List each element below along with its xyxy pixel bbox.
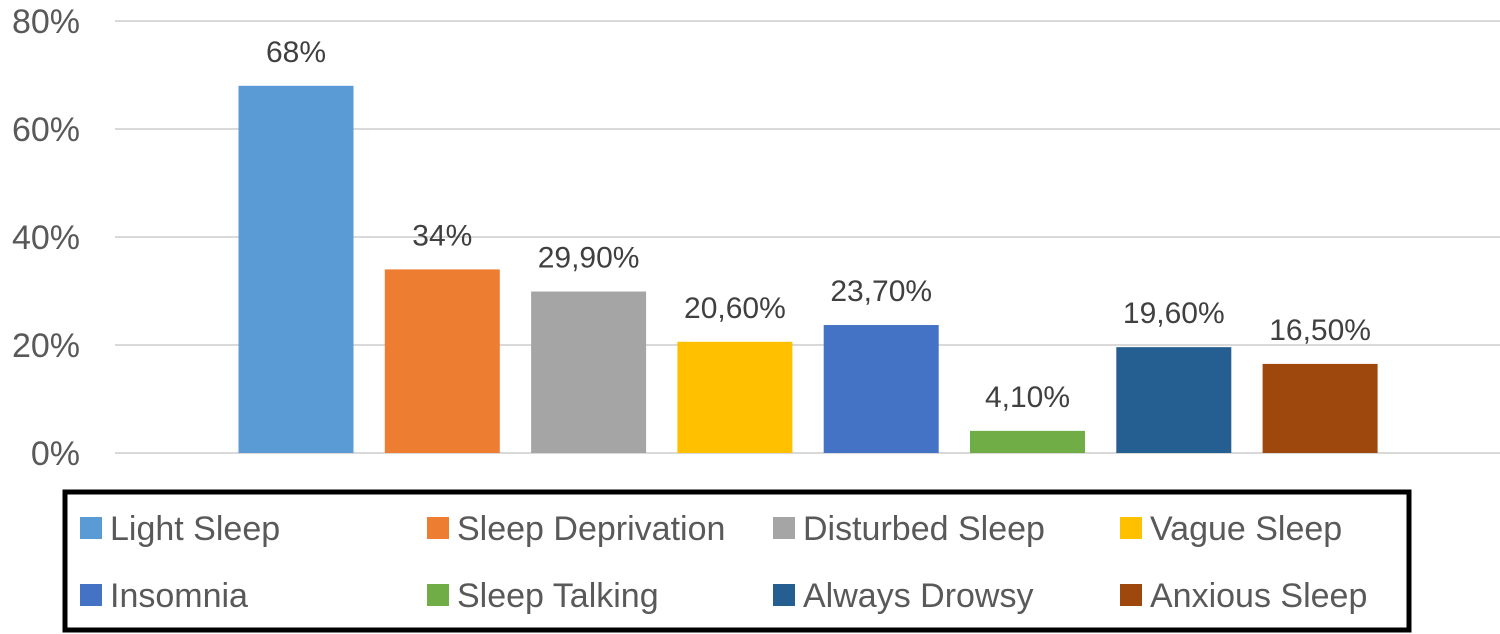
legend-label-vague-sleep: Vague Sleep	[1150, 510, 1342, 548]
legend-label-sleep-talking: Sleep Talking	[457, 577, 659, 615]
bar-sleep-deprivation	[384, 269, 500, 453]
y-axis-ticks: 0% 20% 40% 60% 80%	[12, 3, 80, 473]
legend-swatch-sleep-deprivation	[427, 517, 449, 539]
bar-disturbed-sleep	[531, 291, 647, 453]
data-label-anxious-sleep: 16,50%	[1269, 314, 1371, 347]
bar-sleep-talking	[970, 430, 1085, 453]
legend-swatch-light-sleep	[80, 517, 102, 539]
y-tick-label: 80%	[12, 3, 80, 41]
bar-insomnia	[823, 325, 939, 453]
y-tick-label: 20%	[12, 327, 80, 365]
bar-anxious-sleep	[1262, 363, 1378, 453]
legend: Light Sleep Sleep Deprivation Disturbed Sl…	[62, 489, 1412, 633]
bar-always-drowsy	[1116, 347, 1232, 453]
legend-label-light-sleep: Light Sleep	[110, 510, 280, 548]
legend-label-insomnia: Insomnia	[110, 577, 248, 615]
legend-swatch-vague-sleep	[1120, 517, 1142, 539]
bar-light-sleep	[238, 85, 354, 454]
legend-label-sleep-deprivation: Sleep Deprivation	[457, 510, 725, 548]
bar-vague-sleep	[677, 341, 793, 453]
data-label-light-sleep: 68%	[266, 36, 326, 69]
y-tick-label: 60%	[12, 111, 80, 149]
data-label-vague-sleep: 20,60%	[684, 292, 786, 325]
data-label-insomnia: 23,70%	[830, 275, 932, 308]
legend-box	[62, 489, 1412, 633]
bars	[238, 85, 1378, 454]
legend-swatch-disturbed-sleep	[773, 517, 795, 539]
data-label-sleep-deprivation: 34%	[412, 219, 472, 252]
legend-swatch-sleep-talking	[427, 584, 449, 606]
legend-swatch-always-drowsy	[773, 584, 795, 606]
legend-label-disturbed-sleep: Disturbed Sleep	[803, 510, 1045, 548]
y-tick-label: 40%	[12, 219, 80, 257]
legend-swatch-anxious-sleep	[1120, 584, 1142, 606]
legend-swatch-insomnia	[80, 584, 102, 606]
data-label-disturbed-sleep: 29,90%	[538, 242, 640, 275]
legend-label-anxious-sleep: Anxious Sleep	[1150, 577, 1367, 615]
data-label-sleep-talking: 4,10%	[985, 381, 1070, 414]
data-labels: 68% 34% 29,90% 20,60% 23,70% 4,10% 19,60% 16,50…	[266, 36, 1371, 414]
y-tick-label: 0%	[31, 435, 80, 473]
legend-label-always-drowsy: Always Drowsy	[803, 577, 1033, 615]
data-label-always-drowsy: 19,60%	[1123, 297, 1225, 330]
